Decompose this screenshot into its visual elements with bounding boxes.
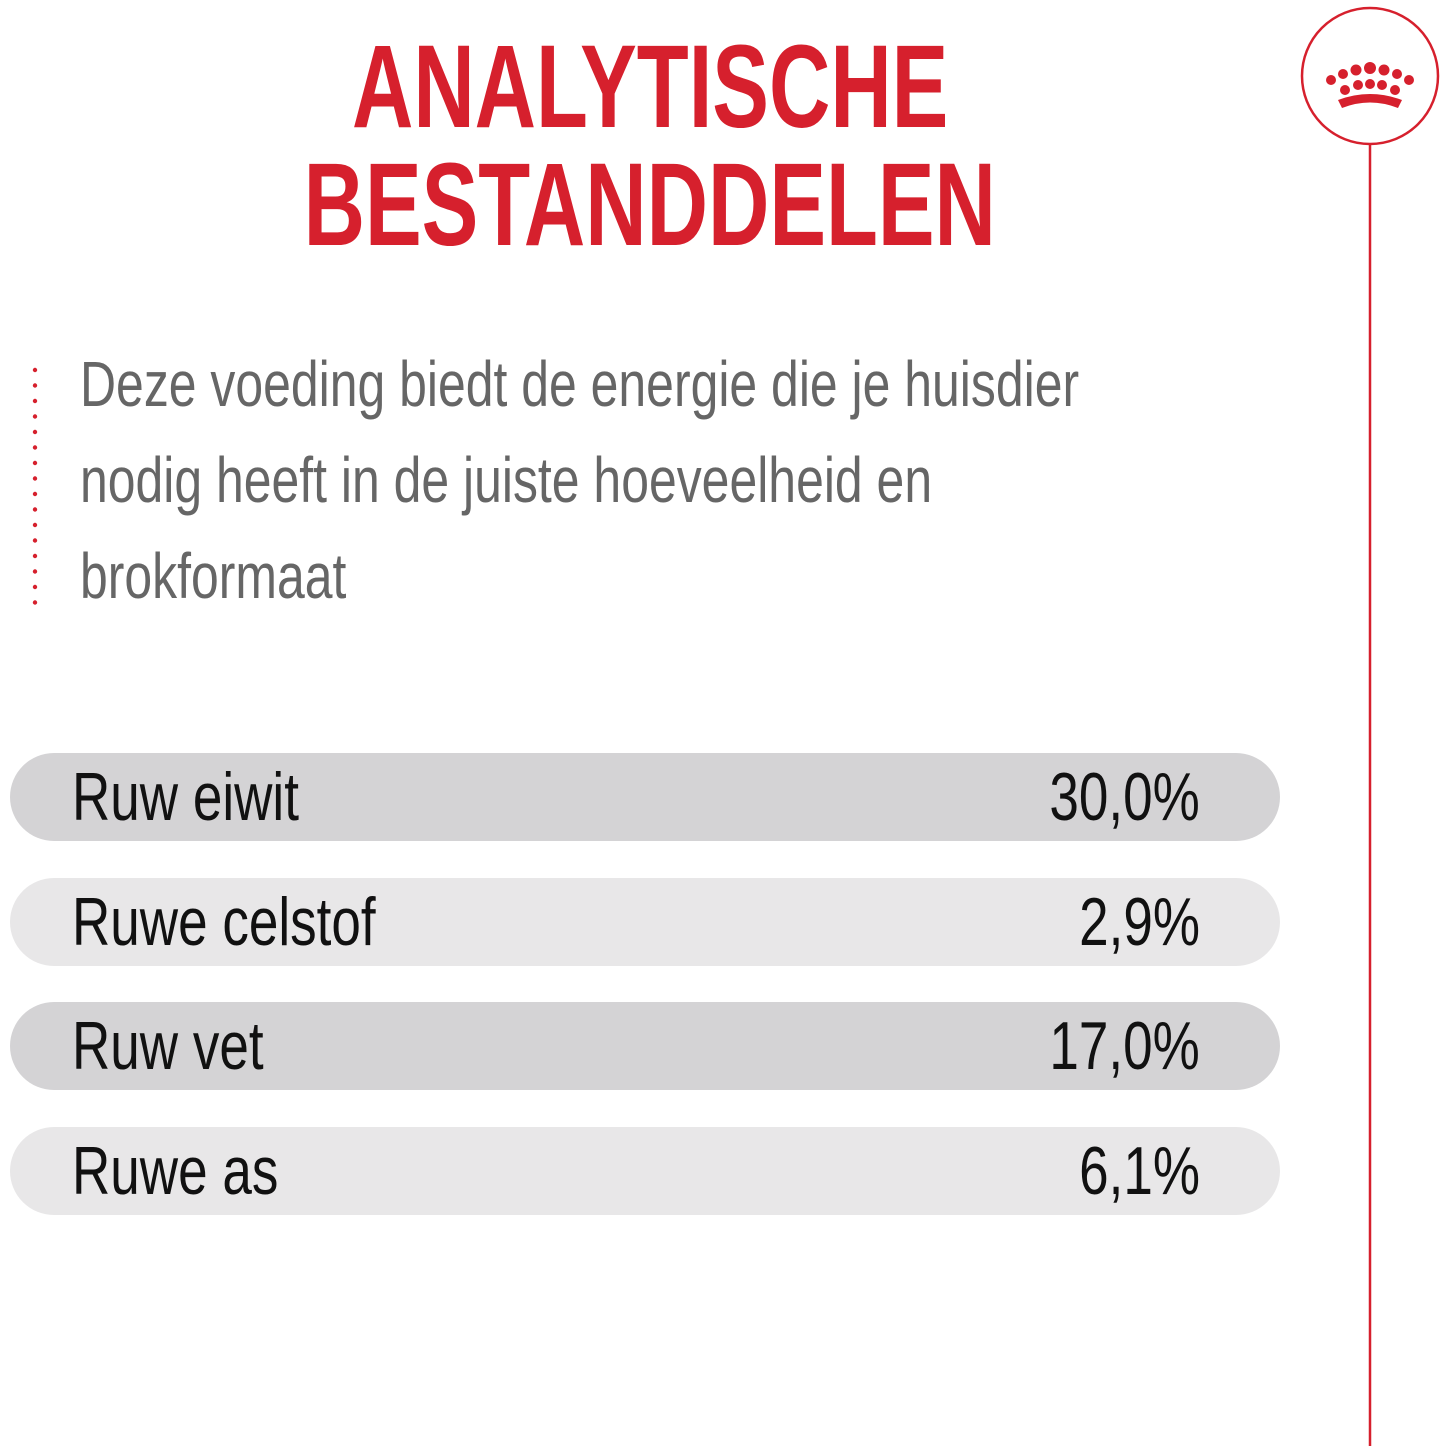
nutrient-value: 6,1% [1079,1133,1200,1209]
description-line: Deze voeding biedt de energie die je hui… [80,348,1080,420]
nutrient-label: Ruwe celstof [72,884,376,960]
title: BESTANDDELEN [0,146,1300,264]
nutrient-value: 30,0% [1049,759,1200,835]
nutrient-label: Ruw eiwit [72,759,299,835]
title: ANALYTISCHE [0,28,1300,146]
title-line: ANALYTISCHE [351,21,949,153]
table-row: Ruw vet 17,0% [10,1002,1280,1090]
description-line: brokformaat [80,540,347,612]
table-row: Ruwe celstof 2,9% [10,878,1280,966]
crown-logo [1326,62,1414,108]
title-line: BESTANDDELEN [303,139,997,271]
table-row: Ruw eiwit 30,0% [10,753,1280,841]
nutrient-label: Ruw vet [72,1008,264,1084]
dotted-line [32,367,38,605]
table-row: Ruwe as 6,1% [10,1127,1280,1215]
nutrient-value: 17,0% [1049,1008,1200,1084]
nutrient-value: 2,9% [1079,884,1200,960]
description-line: nodig heeft in de juiste hoeveelheid en [80,444,933,516]
nutrient-label: Ruwe as [72,1133,279,1209]
